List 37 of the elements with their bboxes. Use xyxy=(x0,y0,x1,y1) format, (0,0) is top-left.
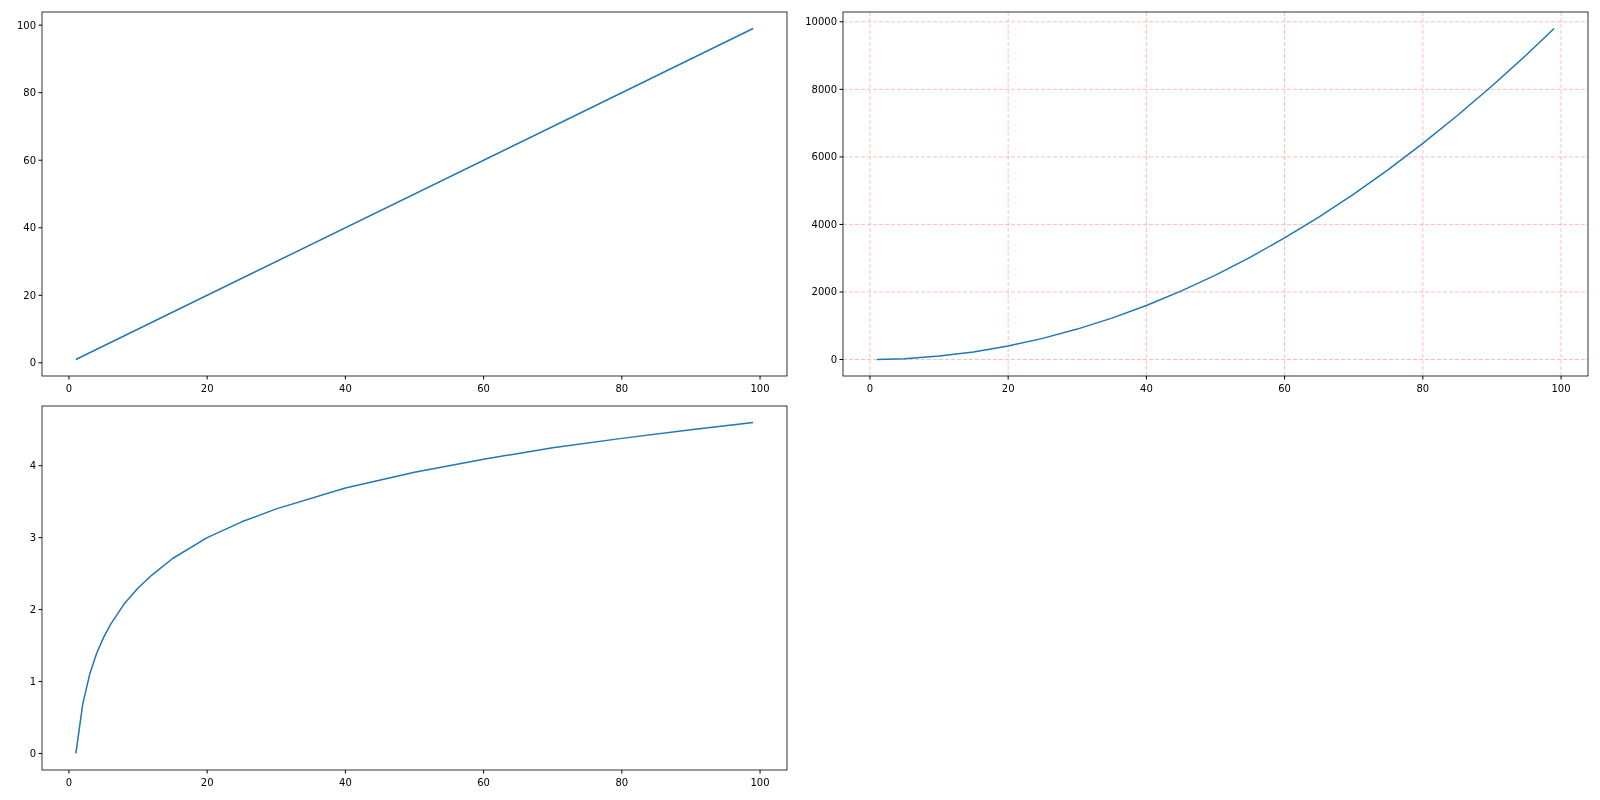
y-tick-label: 0 xyxy=(29,357,36,369)
y-tick-label: 4000 xyxy=(811,218,837,230)
x-tick-label: 60 xyxy=(477,777,490,788)
x-tick-label: 0 xyxy=(65,383,73,394)
y-tick-label: 60 xyxy=(23,154,36,166)
y-tick-label: 2000 xyxy=(811,286,837,298)
x-tick-label: 100 xyxy=(1551,383,1571,394)
y-tick-label: 4 xyxy=(29,460,36,472)
y-tick-label: 100 xyxy=(16,19,36,31)
x-tick-label: 20 xyxy=(200,777,214,788)
y-tick-label: 3 xyxy=(29,532,36,544)
x-tick-label: 60 xyxy=(1278,383,1291,394)
y-tick-label: 6000 xyxy=(811,151,837,163)
y-tick-label: 0 xyxy=(29,747,36,759)
x-tick-label: 80 xyxy=(615,777,629,788)
x-tick-label: 60 xyxy=(477,383,490,394)
x-tick-label: 20 xyxy=(1001,383,1015,394)
y-tick-label: 80 xyxy=(23,87,36,99)
x-tick-label: 0 xyxy=(866,383,874,394)
y-tick-label: 8000 xyxy=(811,83,837,95)
y-tick-label: 1 xyxy=(29,676,36,688)
line-series xyxy=(75,421,754,755)
y-tick-label: 10000 xyxy=(805,16,837,28)
y-tick-label: 20 xyxy=(23,289,36,301)
x-tick-label: 100 xyxy=(750,777,770,788)
x-tick-label: 20 xyxy=(200,383,214,394)
x-tick-label: 40 xyxy=(339,777,352,788)
x-tick-label: 100 xyxy=(750,383,770,394)
y-tick-label: 0 xyxy=(830,353,837,365)
x-tick-label: 80 xyxy=(615,383,629,394)
y-tick-label: 40 xyxy=(23,222,36,234)
x-tick-label: 80 xyxy=(1416,383,1430,394)
x-tick-label: 0 xyxy=(65,777,73,788)
y-tick-label: 2 xyxy=(29,604,36,616)
line-series xyxy=(876,27,1555,361)
x-tick-label: 40 xyxy=(1140,383,1153,394)
x-tick-label: 40 xyxy=(339,383,352,394)
